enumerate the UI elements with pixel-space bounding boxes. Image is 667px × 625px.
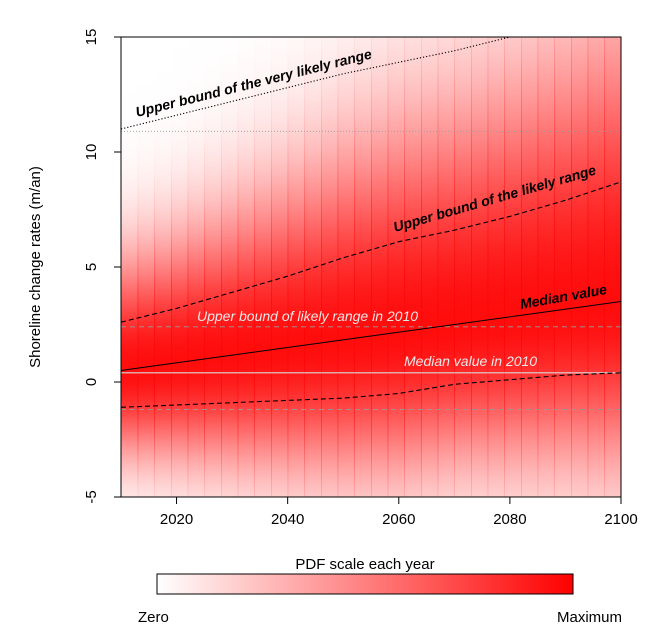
x-tick-label: 2020 <box>160 511 193 528</box>
annotation-median-2010: Median value in 2010 <box>404 353 537 369</box>
colorbar-max-label: Maximum <box>557 609 622 625</box>
heatmap-strip <box>521 37 539 497</box>
y-axis-title: Shoreline change rates (m/an) <box>27 166 44 368</box>
y-tick-label: 10 <box>83 144 100 161</box>
heatmap-strip <box>354 37 372 497</box>
heatmap-strip <box>554 37 572 497</box>
heatmap-strip <box>321 37 339 497</box>
heatmap-strip <box>137 37 155 497</box>
x-axis: 2020 2040 2060 2080 2100 <box>160 497 638 528</box>
series-line <box>121 372 621 408</box>
colorbar <box>156 573 574 595</box>
heatmap-strip <box>421 37 439 497</box>
y-axis: -5 0 5 10 15 <box>83 29 121 504</box>
heatmap-strip <box>537 37 555 497</box>
y-tick-label: 15 <box>83 29 100 46</box>
heatmap-strip <box>121 37 139 497</box>
heatmap-strip <box>604 37 621 497</box>
heatmap-strip <box>471 37 489 497</box>
heatmap-strip <box>404 37 422 497</box>
y-tick-label: 0 <box>83 378 100 386</box>
heatmap-strip <box>287 37 305 497</box>
y-tick-label: -5 <box>83 490 100 503</box>
heatmap-strip <box>187 37 205 497</box>
heatmap-strip <box>487 37 505 497</box>
heatmap-strip <box>304 37 322 497</box>
reference-lines-2010 <box>121 130 621 411</box>
heatmap-strip <box>587 37 605 497</box>
heatmap-strip <box>204 37 222 497</box>
x-tick-label: 2040 <box>271 511 304 528</box>
heatmap-strip <box>504 37 522 497</box>
colorbar-min-label: Zero <box>138 609 169 625</box>
series-line <box>121 181 621 323</box>
heatmap-strip <box>237 37 255 497</box>
x-tick-label: 2060 <box>382 511 415 528</box>
y-tick-label: 5 <box>83 263 100 271</box>
heatmap-strip <box>271 37 289 497</box>
heatmap-strip <box>571 37 589 497</box>
heatmap-strip <box>221 37 239 497</box>
heatmap-strip <box>154 37 172 497</box>
heatmap-strip <box>337 37 355 497</box>
x-tick-label: 2100 <box>604 511 637 528</box>
annotation-likely-upper-2010: Upper bound of likely range in 2010 <box>197 308 418 324</box>
colorbar-title: PDF scale each year <box>295 556 434 573</box>
series-line <box>121 301 621 371</box>
x-tick-label: 2080 <box>493 511 526 528</box>
heatmap-strip <box>171 37 189 497</box>
series-lines <box>121 37 621 408</box>
heatmap-strip <box>454 37 472 497</box>
heatmap-strip <box>387 37 405 497</box>
heatmap-strip <box>371 37 389 497</box>
pdf-heatmap <box>121 37 621 497</box>
heatmap-strip <box>254 37 272 497</box>
heatmap-strip <box>437 37 455 497</box>
